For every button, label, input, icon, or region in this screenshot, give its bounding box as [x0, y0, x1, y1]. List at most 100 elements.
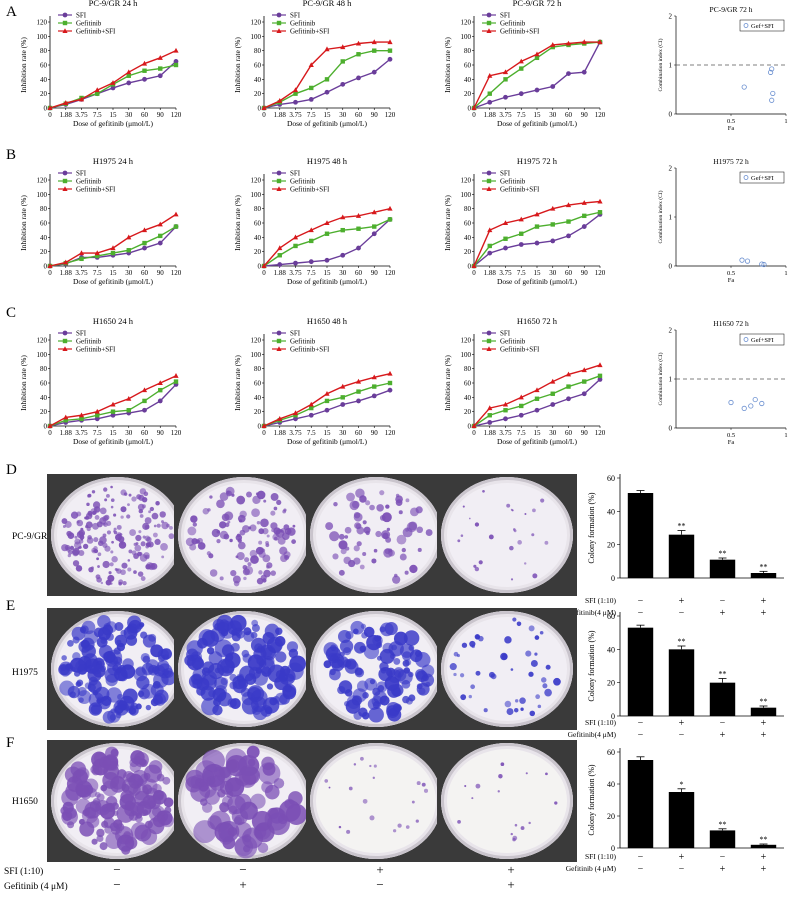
- chart-title: PC-9/GR 24 h: [89, 0, 138, 8]
- x-tick-label: 15: [110, 429, 118, 437]
- y-tick-label: 60: [607, 474, 615, 483]
- x-tick-label: 1: [784, 270, 787, 277]
- colony-spot: [449, 663, 457, 671]
- colony-spot: [219, 492, 229, 501]
- colony-spot: [392, 575, 401, 584]
- colony-spot: [553, 677, 561, 686]
- colony-spot: [93, 627, 104, 638]
- colony-spot: [148, 510, 152, 514]
- data-point: [126, 234, 132, 240]
- colony-spot: [92, 522, 99, 530]
- x-tick-label: 0: [262, 429, 266, 437]
- colony-spot: [403, 630, 420, 646]
- colony-spot: [79, 626, 87, 633]
- legend-label: Gefitinib+SFI: [290, 346, 330, 354]
- y-tick-label: 20: [464, 408, 472, 416]
- panel-letter-e: E: [6, 598, 16, 614]
- colony-spot: [415, 819, 419, 823]
- chart-title: H1650 24 h: [93, 316, 134, 326]
- colony-spot: [91, 838, 98, 845]
- colony-spot: [231, 642, 240, 652]
- colony-spot: [138, 494, 145, 501]
- y-tick-label: 40: [464, 234, 472, 242]
- data-point: [550, 402, 556, 407]
- colony-spot: [106, 649, 123, 665]
- treat-sign-sfi: −: [720, 596, 726, 607]
- colony-spot: [217, 622, 230, 635]
- colony-spot: [278, 799, 301, 822]
- colony-spot: [280, 528, 286, 534]
- data-point: [340, 252, 346, 258]
- colony-spot: [86, 502, 90, 507]
- colony-spot: [352, 688, 367, 703]
- data-point: [95, 413, 100, 418]
- colony-spot: [78, 697, 84, 703]
- treat-sign-gef: +: [720, 864, 726, 875]
- data-point: [157, 398, 163, 404]
- colony-spot: [214, 639, 233, 658]
- colony-spot: [191, 538, 198, 545]
- x-tick-label: 1.88: [484, 111, 497, 119]
- colony-spot: [468, 517, 471, 520]
- y-tick-label: 20: [464, 248, 472, 256]
- colony-spot: [270, 492, 279, 501]
- y-tick-label: 2: [669, 13, 673, 21]
- colony-spot: [375, 530, 382, 538]
- colony-spot: [151, 807, 162, 817]
- x-axis-label: Fa: [728, 277, 735, 284]
- y-tick-label: 80: [254, 205, 262, 213]
- colony-spot: [252, 705, 268, 721]
- colony-spot: [369, 815, 375, 821]
- colony-spot: [394, 573, 398, 578]
- colony-spot: [475, 670, 481, 676]
- colony-spot: [75, 784, 89, 798]
- colony-spot: [143, 491, 149, 497]
- x-tick-label: 7.5: [93, 269, 102, 277]
- legend-label: Gef+SFI: [751, 23, 774, 30]
- data-point: [308, 259, 314, 265]
- colony-spot: [405, 825, 410, 829]
- row-label-h1650: H1650: [12, 797, 38, 807]
- colony-spot: [338, 825, 342, 829]
- colony-spot: [197, 542, 206, 550]
- colony-spot: [150, 683, 164, 697]
- colony-spot: [252, 670, 268, 686]
- colony-spot: [118, 541, 127, 549]
- colony-spot: [121, 562, 128, 569]
- x-tick-label: 1: [784, 432, 787, 439]
- colony-spot: [368, 706, 384, 723]
- x-tick-label: 0: [48, 429, 52, 437]
- colony-spot: [510, 832, 513, 836]
- colony-spot: [157, 648, 169, 661]
- colony-spot: [524, 562, 527, 565]
- colony-spot: [110, 485, 113, 489]
- data-point: [486, 330, 492, 336]
- colony-spot: [137, 571, 144, 577]
- colony-spot: [234, 814, 245, 826]
- ci-point: [767, 69, 774, 75]
- y-axis-label: Inhibition rate (%): [19, 355, 28, 411]
- data-point: [95, 253, 100, 259]
- data-point: [487, 413, 492, 418]
- legend-label: SFI: [500, 12, 511, 20]
- y-tick-label: 0: [611, 844, 615, 853]
- colony-spot: [474, 522, 480, 527]
- data-point: [62, 178, 68, 184]
- data-point: [292, 87, 299, 93]
- data-point: [550, 205, 556, 211]
- y-axis-label: Combination index (CI): [657, 38, 664, 91]
- treat-label-sfi: SFI (1:10): [585, 852, 617, 861]
- x-tick-label: 15: [110, 111, 118, 119]
- y-tick-label: 60: [464, 220, 472, 228]
- colony-spot: [189, 543, 197, 551]
- ci-point: [759, 400, 765, 407]
- culture-dish: [310, 611, 442, 727]
- data-point: [372, 224, 377, 229]
- data-point: [565, 202, 572, 208]
- colony-spot: [386, 527, 391, 532]
- colony-spot: [95, 574, 101, 580]
- colony-spots: [60, 746, 175, 855]
- treat-sign-gef: −: [638, 864, 644, 875]
- data-point: [324, 89, 330, 95]
